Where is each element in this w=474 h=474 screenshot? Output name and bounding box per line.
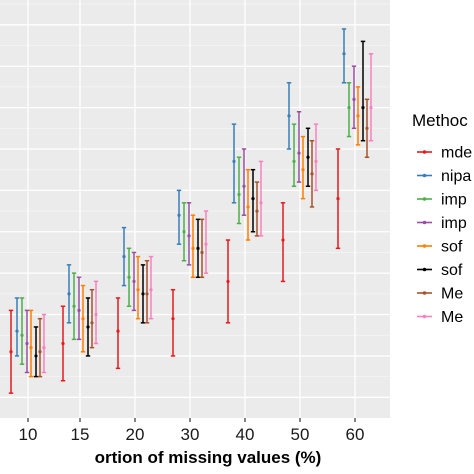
panel-background: [0, 0, 390, 418]
mean-point: [42, 346, 46, 350]
mean-point: [187, 234, 191, 238]
series-mde-0: [8, 148, 341, 394]
x-tick-label: 40: [236, 425, 255, 444]
series-imp-3: [24, 65, 357, 374]
mean-point: [94, 312, 98, 317]
x-tick-label: 20: [126, 425, 145, 444]
mean-point: [347, 106, 351, 110]
mean-point: [297, 151, 301, 155]
mean-point: [72, 304, 76, 308]
mean-point: [361, 106, 365, 110]
legend: Methoc mde nipa imp imp sof sof Me Me: [412, 111, 472, 326]
mean-point: [15, 329, 19, 333]
series-Me-6: [37, 98, 370, 378]
legend-key-point: [422, 314, 427, 319]
series-sof-5: [33, 40, 366, 378]
mean-point: [145, 292, 149, 296]
plot-panel: [0, 0, 390, 418]
mean-point: [232, 159, 236, 164]
mean-point: [81, 317, 85, 321]
mean-point: [365, 126, 369, 130]
mean-point: [306, 155, 310, 159]
legend-key-point: [422, 291, 427, 295]
series-imp-2: [19, 82, 352, 365]
mean-point: [182, 230, 186, 234]
mean-point: [314, 159, 318, 164]
mean-point: [292, 159, 296, 164]
legend-key-point: [422, 173, 427, 178]
legend-key-point: [422, 197, 427, 201]
x-tick-label: 50: [291, 425, 310, 444]
legend-label: Me: [441, 309, 463, 326]
mean-point: [242, 184, 246, 188]
x-tick-label: 60: [346, 425, 365, 444]
mean-point: [90, 321, 94, 325]
mean-point: [352, 97, 356, 101]
mean-point: [336, 197, 340, 201]
legend-label: sof: [441, 239, 463, 256]
series-nipa-1: [14, 28, 347, 357]
mean-point: [251, 197, 255, 201]
mean-point: [281, 238, 285, 242]
mean-point: [34, 354, 38, 358]
mean-point: [116, 329, 120, 333]
mean-point: [369, 106, 373, 110]
mean-point: [25, 341, 29, 346]
mean-point: [20, 333, 24, 337]
mean-point: [196, 246, 200, 250]
mean-point: [132, 279, 136, 284]
mean-point: [255, 209, 259, 213]
legend-label: imp: [441, 192, 467, 209]
mean-point: [61, 341, 65, 346]
mean-point: [191, 246, 195, 250]
legend-key-point: [422, 267, 427, 272]
mean-point: [246, 205, 250, 209]
mean-point: [287, 114, 291, 118]
mean-point: [122, 254, 126, 259]
mean-point: [86, 325, 90, 329]
mean-point: [9, 350, 13, 354]
x-tick-label: 15: [71, 425, 90, 444]
mean-point: [141, 292, 145, 296]
mean-point: [29, 346, 33, 350]
x-tick-label: 10: [19, 425, 38, 444]
mean-point: [356, 114, 360, 118]
x-axis-ticks: 10 15 20 30 40 50 60: [19, 418, 365, 444]
mean-point: [200, 250, 204, 255]
legend-key-point: [422, 220, 427, 225]
mean-point: [204, 242, 208, 246]
mean-point: [127, 275, 131, 279]
legend-label: sof: [441, 262, 463, 279]
legend-label: mde: [441, 145, 472, 162]
mean-point: [259, 201, 263, 205]
mean-point: [149, 288, 153, 292]
mean-point: [38, 350, 42, 354]
legend-label: Me: [441, 286, 463, 303]
x-axis-title: ortion of missing values (%): [95, 448, 322, 467]
legend-label: imp: [441, 215, 467, 232]
mean-point: [177, 213, 181, 217]
mean-point: [136, 288, 140, 292]
series-Me-7: [41, 53, 374, 374]
mean-point: [342, 52, 346, 56]
legend-key-point: [422, 244, 427, 248]
mean-point: [310, 172, 314, 176]
legend-key-point: [422, 150, 427, 154]
mean-point: [301, 168, 305, 172]
legend-label: nipa: [441, 168, 471, 185]
mean-point: [77, 308, 81, 312]
mean-point: [237, 192, 241, 197]
mean-point: [226, 279, 230, 284]
series-sof-4: [28, 86, 361, 378]
x-tick-label: 30: [181, 425, 200, 444]
mean-point: [171, 317, 175, 321]
legend-title: Methoc: [412, 111, 468, 130]
mean-point: [67, 292, 71, 296]
